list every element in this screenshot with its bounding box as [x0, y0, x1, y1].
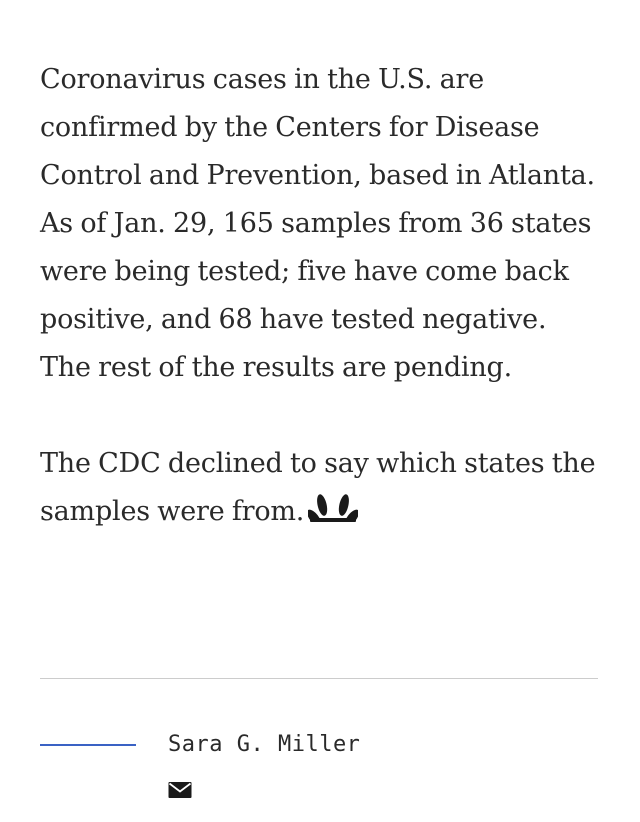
author-byline: Sara G. Miller	[40, 730, 600, 810]
author-name[interactable]: Sara G. Miller	[168, 732, 361, 757]
section-divider	[40, 678, 598, 679]
article-paragraph: Coronavirus cases in the U.S. are confir…	[40, 64, 595, 383]
nbc-peacock-icon	[308, 494, 359, 522]
article-body: Coronavirus cases in the U.S. are confir…	[40, 56, 600, 536]
article-paragraph-text: The CDC declined to say which states the…	[40, 448, 596, 527]
email-icon[interactable]	[168, 780, 192, 800]
article-paragraph-last: The CDC declined to say which states the…	[40, 440, 600, 536]
byline-accent-line	[40, 744, 136, 746]
